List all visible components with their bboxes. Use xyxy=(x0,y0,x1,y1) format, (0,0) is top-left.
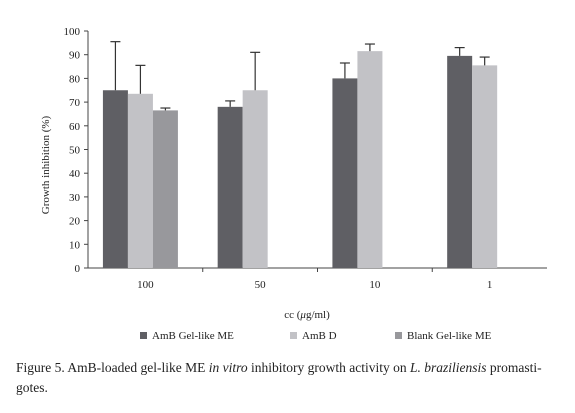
y-tick-label: 30 xyxy=(69,192,81,204)
chart-legend: AmB Gel-like ME AmB D Blank Gel-like ME xyxy=(140,330,492,342)
x-tick-label: 50 xyxy=(255,279,267,291)
caption-italic-2: L. braziliensis xyxy=(409,360,487,375)
bar xyxy=(242,90,268,268)
x-tick-label: 1 xyxy=(487,279,493,291)
legend-label: AmB Gel-like ME xyxy=(152,330,234,342)
bar xyxy=(102,90,128,268)
legend-label: AmB D xyxy=(302,330,337,342)
y-tick-label: 60 xyxy=(69,121,81,133)
legend-swatch xyxy=(395,332,402,339)
legend-swatch xyxy=(290,332,297,339)
caption-text-2: inhibitory growth activity on xyxy=(247,360,410,375)
x-axis-label-suffix: g/ml) xyxy=(306,309,330,321)
x-tick-label: 100 xyxy=(137,279,154,291)
y-tick-label: 40 xyxy=(69,168,81,180)
y-tick-label: 90 xyxy=(69,50,81,62)
y-axis-label: Growth inhibition (%) xyxy=(40,115,52,214)
y-tick-label: 80 xyxy=(69,73,81,85)
bar-chart: 0 10 20 30 40 50 60 70 80 90 100 100 50 10 1 Growth in… xyxy=(40,26,547,342)
chart-tick-labels: 0 10 20 30 40 50 60 70 80 90 100 100 50 10 1 xyxy=(64,26,493,291)
x-axis-label-mu: μ xyxy=(299,309,306,321)
bar xyxy=(217,106,243,268)
x-axis-label: cc (μg/ml) xyxy=(284,309,330,321)
caption-italic-1: in vitro xyxy=(208,360,248,375)
legend-swatch xyxy=(140,332,147,339)
y-tick-label: 50 xyxy=(69,145,81,157)
bar xyxy=(447,55,473,269)
y-tick-label: 0 xyxy=(75,263,81,275)
figure-caption: Figure 5. AmB-loaded gel-like ME in vitr… xyxy=(16,358,564,398)
y-tick-label: 100 xyxy=(64,26,81,38)
caption-text-3: promasti-gotes. xyxy=(16,360,542,395)
x-tick-label: 10 xyxy=(369,279,381,291)
chart-bars xyxy=(102,41,498,269)
bar xyxy=(152,110,178,269)
x-axis-label-prefix: cc ( xyxy=(284,309,301,321)
y-tick-label: 20 xyxy=(69,216,81,228)
legend-label: Blank Gel-like ME xyxy=(407,330,492,342)
bar xyxy=(332,78,358,269)
y-tick-label: 10 xyxy=(69,239,81,251)
caption-text-1: Figure 5. AmB-loaded gel-like ME xyxy=(16,360,209,375)
y-tick-label: 70 xyxy=(69,97,81,109)
bar xyxy=(127,93,153,269)
bar xyxy=(472,65,498,269)
bar xyxy=(357,51,383,268)
